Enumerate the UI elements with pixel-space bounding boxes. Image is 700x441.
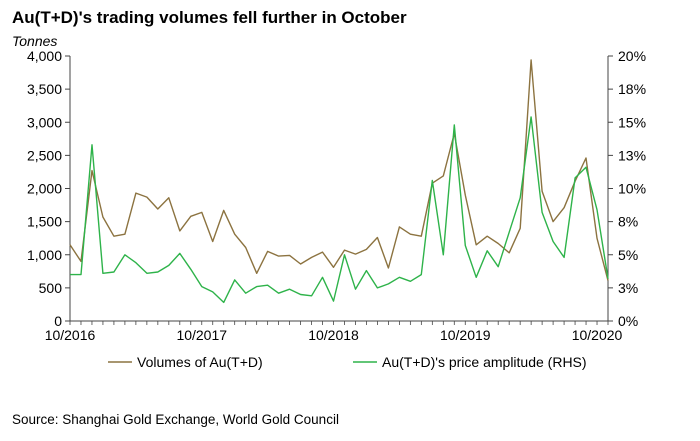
series-line-volumes <box>69 59 609 281</box>
x-axis-tick-label: 10/2016 <box>45 327 96 343</box>
left-axis-tick-label: 3,500 <box>27 81 62 97</box>
right-axis-tick-label: 20% <box>618 48 646 64</box>
x-axis-tick-label: 10/2019 <box>440 327 491 343</box>
right-axis-tick-label: 3% <box>618 280 638 296</box>
left-axis-tick-label: 500 <box>39 280 63 296</box>
right-axis-tick-label: 0% <box>618 313 638 329</box>
left-axis-tick-label: 1,500 <box>27 214 62 230</box>
chart-title: Au(T+D)'s trading volumes fell further i… <box>12 8 407 27</box>
left-axis-tick-label: 0 <box>54 313 62 329</box>
left-axis-tick-label: 4,000 <box>27 48 62 64</box>
right-axis-tick-label: 8% <box>618 214 638 230</box>
right-axis-tick-label: 15% <box>618 114 646 130</box>
x-axis-tick-label: 10/2018 <box>308 327 359 343</box>
series-line-price-amplitude <box>70 116 609 304</box>
left-axis-tick-label: 2,500 <box>27 147 62 163</box>
legend: Volumes of Au(T+D) Au(T+D)'s price amplit… <box>108 354 587 370</box>
x-axis-tick-label: 10/2020 <box>572 327 623 343</box>
x-axis-tick-label: 10/2017 <box>176 327 227 343</box>
left-axis-unit-label: Tonnes <box>12 33 58 49</box>
legend-label: Au(T+D)'s price amplitude (RHS) <box>382 354 587 370</box>
right-axis-tick-label: 5% <box>618 247 638 263</box>
right-axis-tick-label: 10% <box>618 181 646 197</box>
left-axis-tick-label: 2,000 <box>27 181 62 197</box>
legend-label: Volumes of Au(T+D) <box>137 354 263 370</box>
right-axis-tick-label: 18% <box>618 81 646 97</box>
right-axis-tick-label: 13% <box>618 147 646 163</box>
left-axis-tick-label: 3,000 <box>27 114 62 130</box>
series-layer <box>69 59 609 304</box>
left-axis-tick-label: 1,000 <box>27 247 62 263</box>
axes: 0 500 1,000 1,500 2,000 2,500 3,000 3,500 4,000 0… <box>27 48 646 343</box>
source-note: Source: Shanghai Gold Exchange, World Go… <box>12 412 339 427</box>
